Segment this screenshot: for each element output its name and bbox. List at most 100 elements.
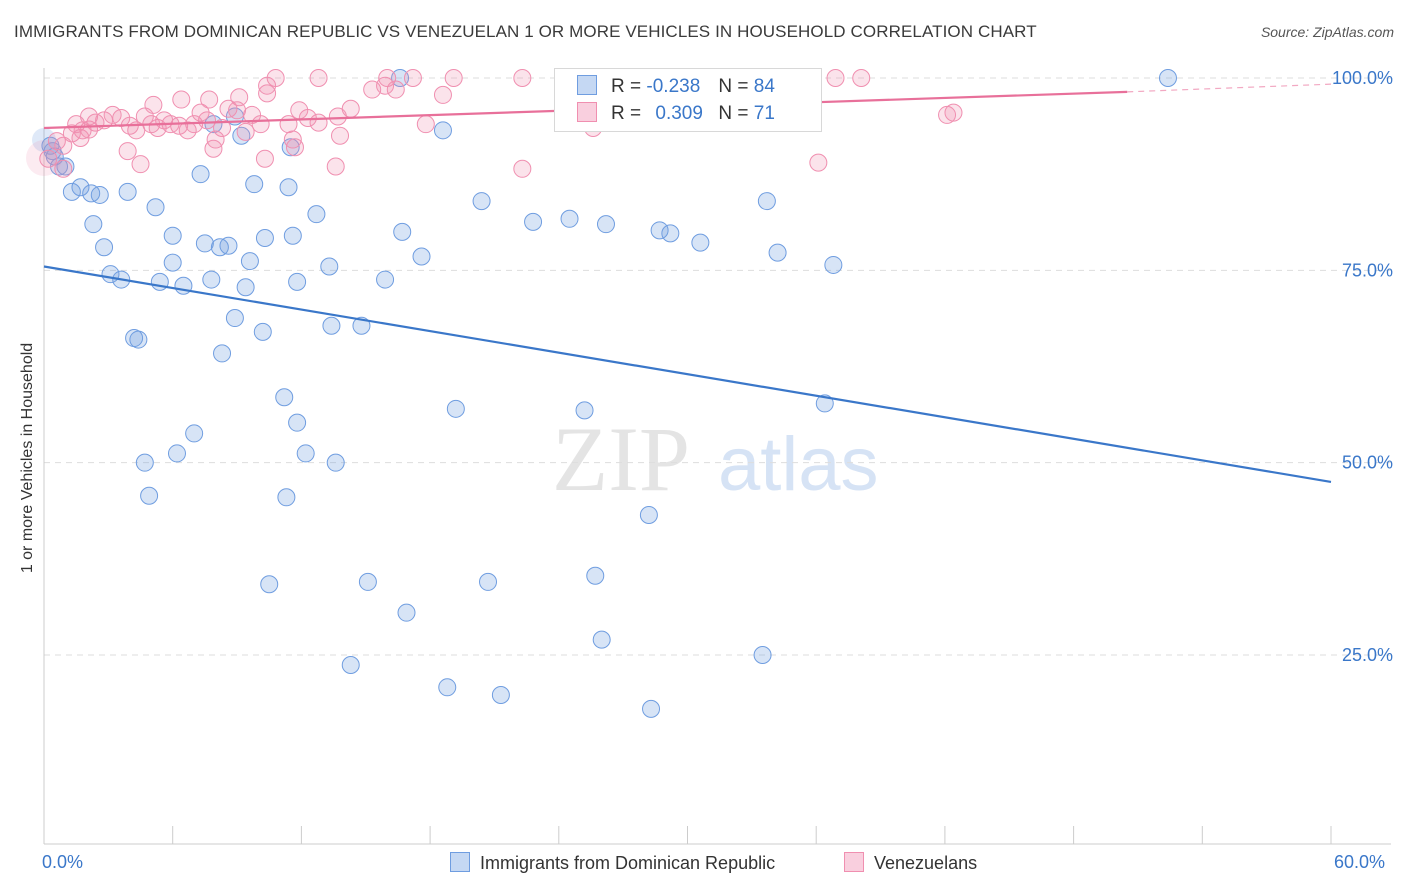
venezuelan-point [416, 115, 435, 134]
venezuelan-point [200, 90, 219, 109]
venezuelan-point [172, 90, 191, 109]
dominican-point [260, 575, 279, 594]
venezuelan-point [54, 136, 73, 155]
venezuelan-point [255, 149, 274, 168]
dominican-point [757, 192, 776, 211]
venezuelan-point [809, 153, 828, 172]
dominican-point [281, 138, 300, 157]
dominican-point [592, 630, 611, 649]
venezuelan-point [170, 116, 189, 135]
dominican-point [95, 238, 114, 257]
venezuelan-point [444, 69, 463, 87]
dominican-point [438, 678, 457, 697]
dominican-point [245, 175, 264, 194]
legend-r-label: R = [611, 76, 642, 97]
bottom-legend-venezuelan: Venezuelans [844, 852, 977, 874]
venezuelan-point [26, 140, 62, 176]
series-dominican-points [32, 69, 1177, 718]
venezuelan-point [513, 69, 532, 87]
dominican-point [283, 226, 302, 245]
venezuelan-point [118, 142, 137, 161]
dominican-point [320, 257, 339, 276]
axes [43, 68, 1391, 845]
venezuelan-point [283, 130, 302, 149]
dominican-trend-line [43, 265, 1332, 483]
dominican-point [62, 182, 81, 201]
dominican-point [288, 413, 307, 432]
dominican-point [376, 270, 395, 289]
dominican-point [236, 278, 255, 297]
legend-r-value: 0.309 [655, 103, 703, 124]
venezuelan-point [258, 84, 277, 103]
dominican-point [71, 178, 90, 197]
legend-n-label: N = [718, 76, 749, 97]
legend-row-dominican: R = -0.238 N = 84 [577, 75, 775, 99]
series-venezuelan-points [26, 69, 963, 178]
venezuelan-point [376, 76, 395, 95]
legend-n-value: 71 [753, 103, 775, 124]
dominican-point [341, 656, 360, 675]
venezuelan-point [826, 69, 845, 87]
dominican-point [195, 234, 214, 253]
dominican-point [219, 236, 238, 255]
dominican-point [661, 224, 680, 243]
dominican-point [326, 453, 345, 472]
venezuelan-trend-extension [1127, 83, 1332, 93]
venezuelan-point [230, 88, 249, 107]
correlation-legend: R = -0.238 N = 84 R = 0.309 N = 71 [554, 68, 822, 132]
dominican-point [84, 215, 103, 234]
dominican-point [163, 253, 182, 272]
x-tick-label-max: 60.0% [1334, 852, 1386, 872]
dominican-point [240, 252, 259, 271]
venezuelan-point [204, 139, 223, 158]
dominican-point [167, 444, 186, 463]
y-tick-labels: 25.0% 50.0% 75.0% 100.0% [1332, 68, 1393, 665]
venezuelan-point [71, 129, 90, 148]
dominican-point [296, 444, 315, 463]
venezuelan-point [309, 69, 328, 87]
bottom-legend-swatch-pink [844, 852, 864, 872]
dominican-point [433, 121, 452, 140]
dominican-point [560, 209, 579, 228]
bottom-legend-dominican: Immigrants from Dominican Republic [450, 852, 775, 874]
dominican-point [118, 182, 137, 201]
legend-row-venezuelan: R = 0.309 N = 71 [577, 102, 775, 126]
dominican-point [288, 272, 307, 291]
venezuelan-point [944, 103, 963, 122]
dominican-point [524, 212, 543, 231]
dominican-point [491, 686, 510, 705]
dominican-point [322, 316, 341, 335]
dominican-point [596, 215, 615, 234]
y-tick-label: 75.0% [1342, 260, 1393, 280]
venezuelan-point [378, 69, 397, 87]
grid-lines [44, 77, 1391, 656]
venezuelan-point [62, 124, 81, 143]
venezuelan-point [266, 69, 285, 87]
dominican-point [815, 394, 834, 413]
bottom-legend-label: Venezuelans [874, 853, 978, 873]
venezuelan-point [285, 138, 304, 157]
venezuelan-point [309, 113, 328, 132]
dominican-point [202, 270, 221, 289]
watermark-zip: ZIP [552, 408, 690, 510]
dominican-point [412, 247, 431, 266]
venezuelan-point [403, 69, 422, 87]
venezuelan-point [279, 115, 298, 134]
venezuelan-point [198, 111, 217, 130]
dominican-point [146, 198, 165, 217]
legend-r-label: R = [611, 103, 642, 124]
dominican-point [225, 309, 244, 328]
dominican-point [479, 572, 498, 591]
dominican-point [650, 221, 669, 240]
dominican-point [140, 486, 159, 505]
chart-title: IMMIGRANTS FROM DOMINICAN REPUBLIC VS VE… [14, 22, 1037, 41]
y-tick-label: 50.0% [1342, 453, 1393, 473]
venezuelan-point [331, 126, 350, 145]
dominican-point [213, 344, 232, 363]
venezuelan-point [236, 122, 255, 141]
legend-r-value: -0.238 [646, 76, 701, 97]
y-tick-label: 100.0% [1332, 68, 1393, 88]
dominican-point [307, 205, 326, 224]
dominican-point [642, 699, 661, 718]
